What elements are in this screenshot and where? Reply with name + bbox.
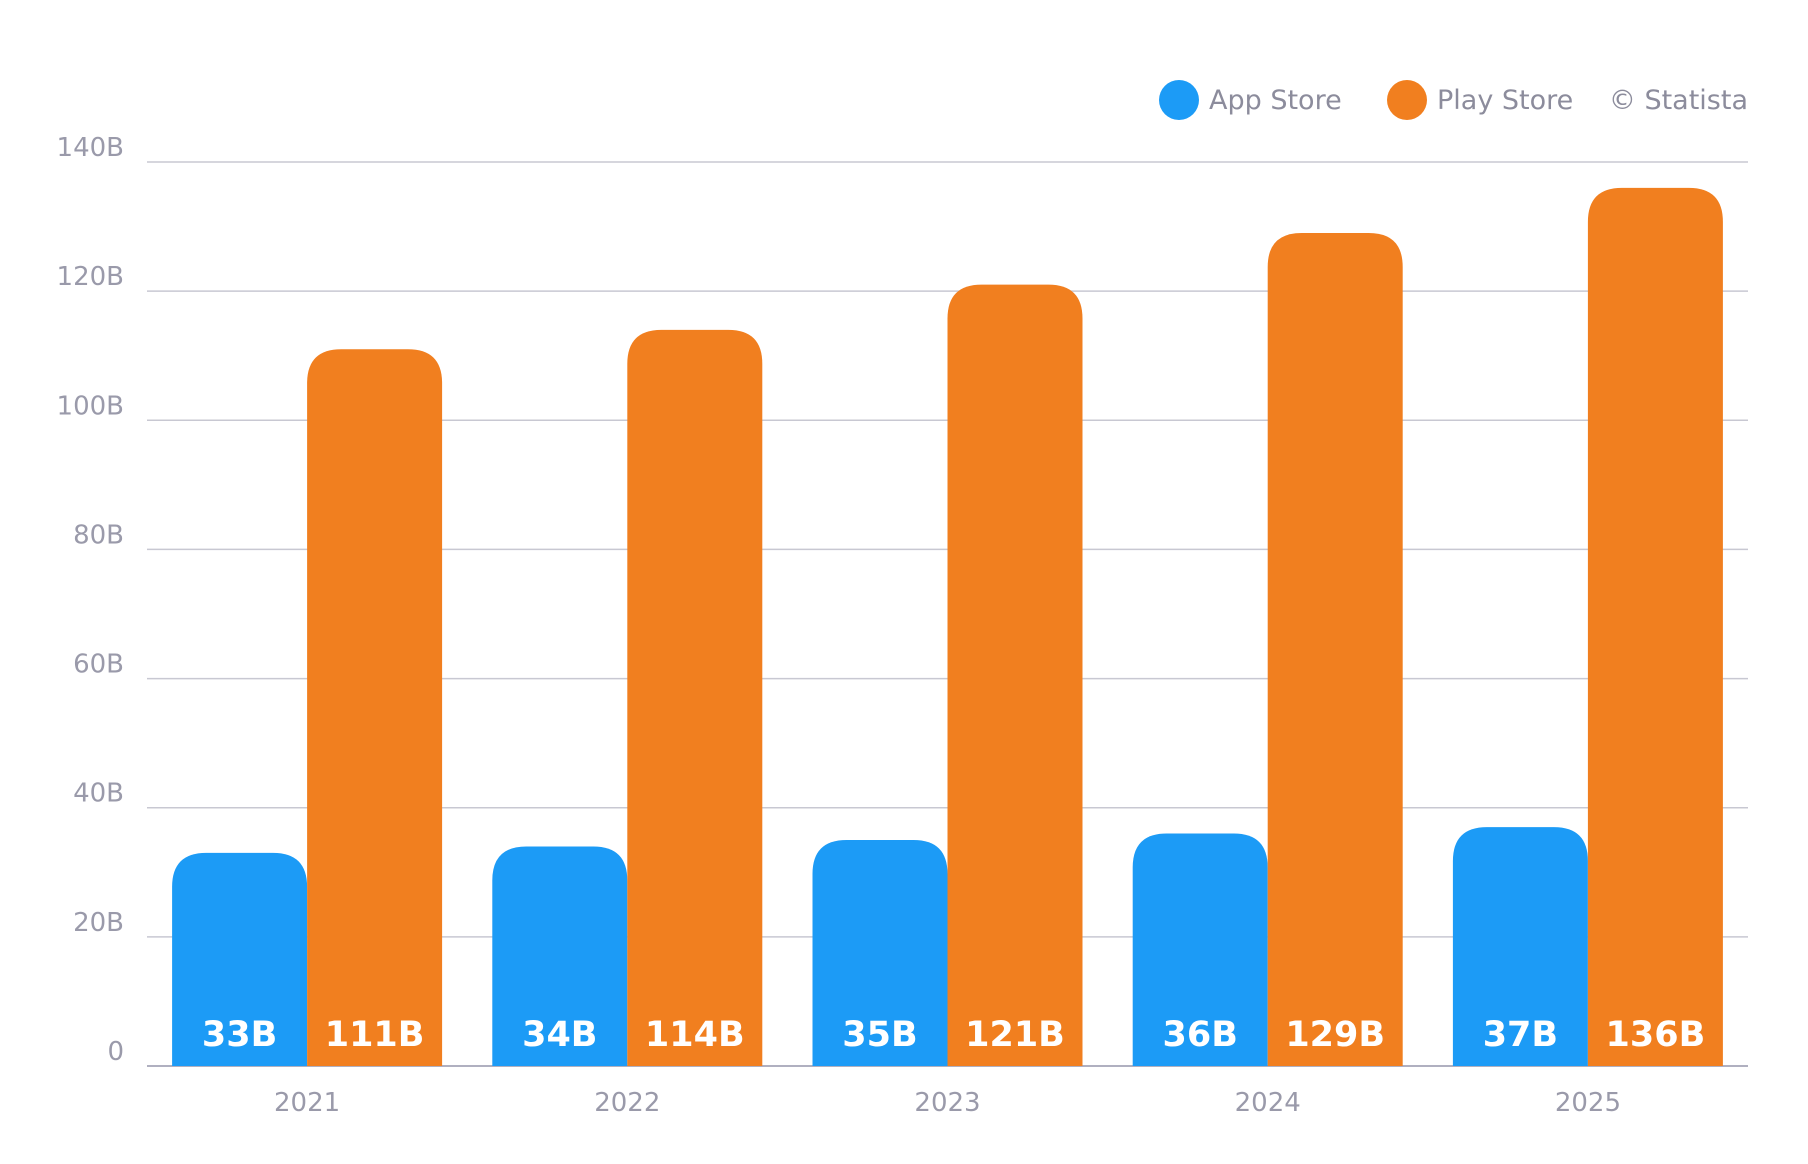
bar-value-label: 37B [1483, 1015, 1558, 1055]
y-tick-label: 140B [57, 133, 124, 163]
bar-value-label: 35B [842, 1015, 917, 1055]
y-tick-label: 80B [73, 520, 124, 550]
legend-label: App Store [1209, 85, 1342, 116]
bar-value-label: 121B [965, 1015, 1065, 1055]
statista-credit: © Statista [1609, 85, 1748, 116]
bar-value-label: 114B [645, 1015, 745, 1055]
bar-value-label: 36B [1163, 1015, 1238, 1055]
x-axis-ticks: 2021 2022 2023 2024 2025 [274, 1088, 1621, 1118]
x-tick-label: 2025 [1555, 1088, 1621, 1118]
bar-app-store-2024 [1132, 833, 1268, 1066]
bar-play-store-2021 [307, 349, 443, 1066]
x-tick-label: 2023 [914, 1088, 980, 1118]
legend-swatch-play-store [1387, 80, 1427, 120]
bar-value-label: 136B [1606, 1015, 1706, 1055]
y-tick-label: 20B [73, 908, 124, 938]
bar-value-label: 34B [522, 1015, 597, 1055]
bar-app-store-2023 [812, 840, 948, 1066]
y-tick-label: 100B [57, 391, 124, 421]
y-axis-ticks: 0 20B 40B 60B 80B 100B 120B 140B [57, 133, 124, 1067]
bar-app-store-2022 [492, 846, 628, 1066]
x-tick-label: 2024 [1235, 1088, 1301, 1118]
x-tick-label: 2022 [594, 1088, 660, 1118]
y-tick-label: 60B [73, 650, 124, 680]
bars: 33B 111B 34B 114B 35B 121B 36B 129B 37B 136B [172, 187, 1723, 1067]
bar-value-label: 111B [325, 1015, 425, 1055]
x-tick-label: 2021 [274, 1088, 340, 1118]
y-tick-label: 40B [73, 779, 124, 809]
y-tick-label: 120B [57, 262, 124, 292]
bar-app-store-2021 [172, 852, 308, 1066]
legend: App Store Play Store © Statista [1159, 80, 1748, 120]
bar-play-store-2025 [1587, 187, 1723, 1067]
legend-swatch-app-store [1159, 80, 1199, 120]
bar-app-store-2025 [1452, 827, 1588, 1066]
bar-value-label: 33B [202, 1015, 277, 1055]
legend-label: Play Store [1437, 85, 1573, 116]
y-tick-label: 0 [107, 1037, 124, 1067]
bar-play-store-2022 [627, 329, 763, 1066]
bar-value-label: 129B [1285, 1015, 1385, 1055]
bar-play-store-2023 [947, 284, 1083, 1067]
bar-play-store-2024 [1267, 233, 1403, 1066]
